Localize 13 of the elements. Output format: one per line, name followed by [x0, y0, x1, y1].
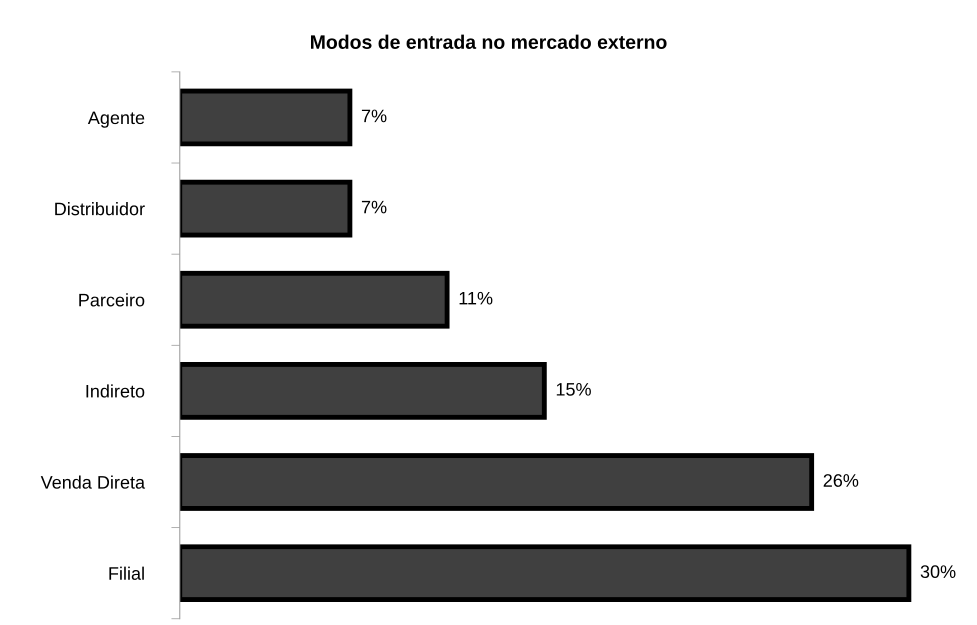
y-tick-label: Distribuidor — [55, 202, 145, 216]
data-label: 30% — [920, 565, 956, 578]
chart-title: Modos de entrada no mercado externo — [310, 34, 667, 49]
y-tick-label: Filial — [109, 566, 144, 580]
y-tick-label: Venda Direta — [40, 475, 146, 489]
data-label: 7% — [362, 110, 386, 122]
y-tick-label: Indireto — [86, 384, 144, 398]
y-tick-label: Parceiro — [79, 293, 144, 306]
data-label: 26% — [824, 474, 858, 487]
data-label: 15% — [556, 383, 591, 396]
data-label: 11% — [460, 292, 492, 305]
y-tick-label: Agente — [88, 112, 144, 128]
data-label: 7% — [362, 200, 386, 214]
